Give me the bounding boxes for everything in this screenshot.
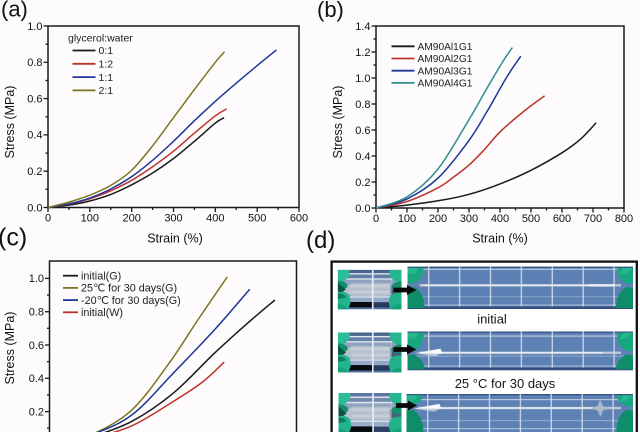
svg-text:AM90Al2G1: AM90Al2G1 (418, 54, 473, 65)
svg-text:0.6: 0.6 (355, 125, 370, 137)
svg-text:1.0: 1.0 (355, 73, 370, 85)
svg-text:500: 500 (522, 213, 540, 225)
svg-text:0.6: 0.6 (27, 93, 42, 105)
svg-text:100: 100 (398, 213, 416, 225)
svg-text:600: 600 (290, 212, 308, 224)
svg-text:25 °C for 30 days: 25 °C for 30 days (455, 376, 556, 391)
svg-text:0.4: 0.4 (355, 151, 370, 163)
svg-text:0.4: 0.4 (29, 373, 44, 385)
svg-text:(c): (c) (0, 224, 27, 252)
svg-text:200: 200 (429, 213, 447, 225)
svg-text:1.2: 1.2 (355, 47, 370, 59)
svg-text:0.0: 0.0 (355, 203, 370, 215)
svg-text:(d): (d) (306, 227, 335, 254)
svg-text:0:1: 0:1 (99, 45, 114, 57)
svg-text:Strain (%): Strain (%) (147, 232, 203, 246)
svg-text:AM90Al4G1: AM90Al4G1 (418, 79, 473, 90)
svg-text:0.2: 0.2 (29, 406, 44, 418)
svg-text:0.0: 0.0 (27, 202, 42, 214)
svg-text:1.0: 1.0 (29, 273, 44, 285)
svg-text:25℃ for 30 days(G): 25℃ for 30 days(G) (81, 283, 177, 295)
svg-text:400: 400 (206, 212, 224, 224)
svg-text:0.6: 0.6 (29, 340, 44, 352)
svg-text:Stress (MPa): Stress (MPa) (3, 86, 17, 159)
svg-text:0.8: 0.8 (29, 307, 44, 319)
svg-text:initial(G): initial(G) (81, 270, 121, 282)
svg-text:AM90Al3G1: AM90Al3G1 (418, 66, 473, 77)
svg-text:Stress (MPa): Stress (MPa) (3, 312, 17, 385)
svg-text:AM90Al1G1: AM90Al1G1 (418, 42, 473, 53)
svg-text:0: 0 (373, 213, 379, 225)
svg-text:700: 700 (584, 213, 602, 225)
svg-text:0.2: 0.2 (27, 166, 42, 178)
svg-text:Stress (MPa): Stress (MPa) (331, 86, 345, 159)
svg-text:1:1: 1:1 (99, 72, 114, 84)
svg-text:glycerol:water: glycerol:water (68, 33, 133, 45)
svg-text:600: 600 (553, 213, 571, 225)
svg-text:100: 100 (81, 212, 99, 224)
svg-text:0.2: 0.2 (355, 177, 370, 189)
svg-text:-20℃ for 30 days(G): -20℃ for 30 days(G) (81, 295, 181, 307)
svg-text:1.4: 1.4 (355, 21, 370, 33)
svg-text:2:1: 2:1 (99, 85, 114, 97)
svg-text:800: 800 (615, 213, 633, 225)
svg-text:(a): (a) (1, 0, 28, 22)
svg-text:1:2: 1:2 (99, 59, 114, 71)
svg-text:0.8: 0.8 (27, 57, 42, 69)
svg-text:initial(W): initial(W) (81, 307, 123, 319)
svg-text:400: 400 (491, 213, 509, 225)
svg-text:300: 300 (164, 212, 182, 224)
svg-text:0.8: 0.8 (355, 99, 370, 111)
svg-text:1.0: 1.0 (27, 21, 42, 33)
svg-text:500: 500 (248, 212, 266, 224)
svg-text:initial: initial (477, 312, 507, 327)
svg-text:0.4: 0.4 (27, 130, 42, 142)
svg-text:(b): (b) (317, 0, 344, 22)
svg-text:300: 300 (460, 213, 478, 225)
svg-text:Strain (%): Strain (%) (472, 232, 528, 246)
svg-text:200: 200 (123, 212, 141, 224)
svg-text:0: 0 (45, 212, 51, 224)
